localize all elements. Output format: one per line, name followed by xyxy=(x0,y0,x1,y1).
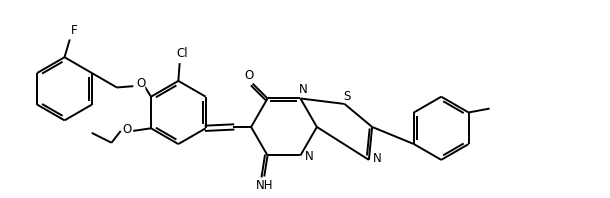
Text: O: O xyxy=(136,77,145,90)
Text: N: N xyxy=(299,83,307,96)
Text: O: O xyxy=(122,123,131,136)
Text: O: O xyxy=(245,69,254,82)
Text: N: N xyxy=(373,152,382,165)
Text: F: F xyxy=(70,24,77,37)
Text: S: S xyxy=(343,89,350,103)
Text: Cl: Cl xyxy=(176,47,188,60)
Text: NH: NH xyxy=(256,179,273,192)
Text: N: N xyxy=(304,150,314,163)
